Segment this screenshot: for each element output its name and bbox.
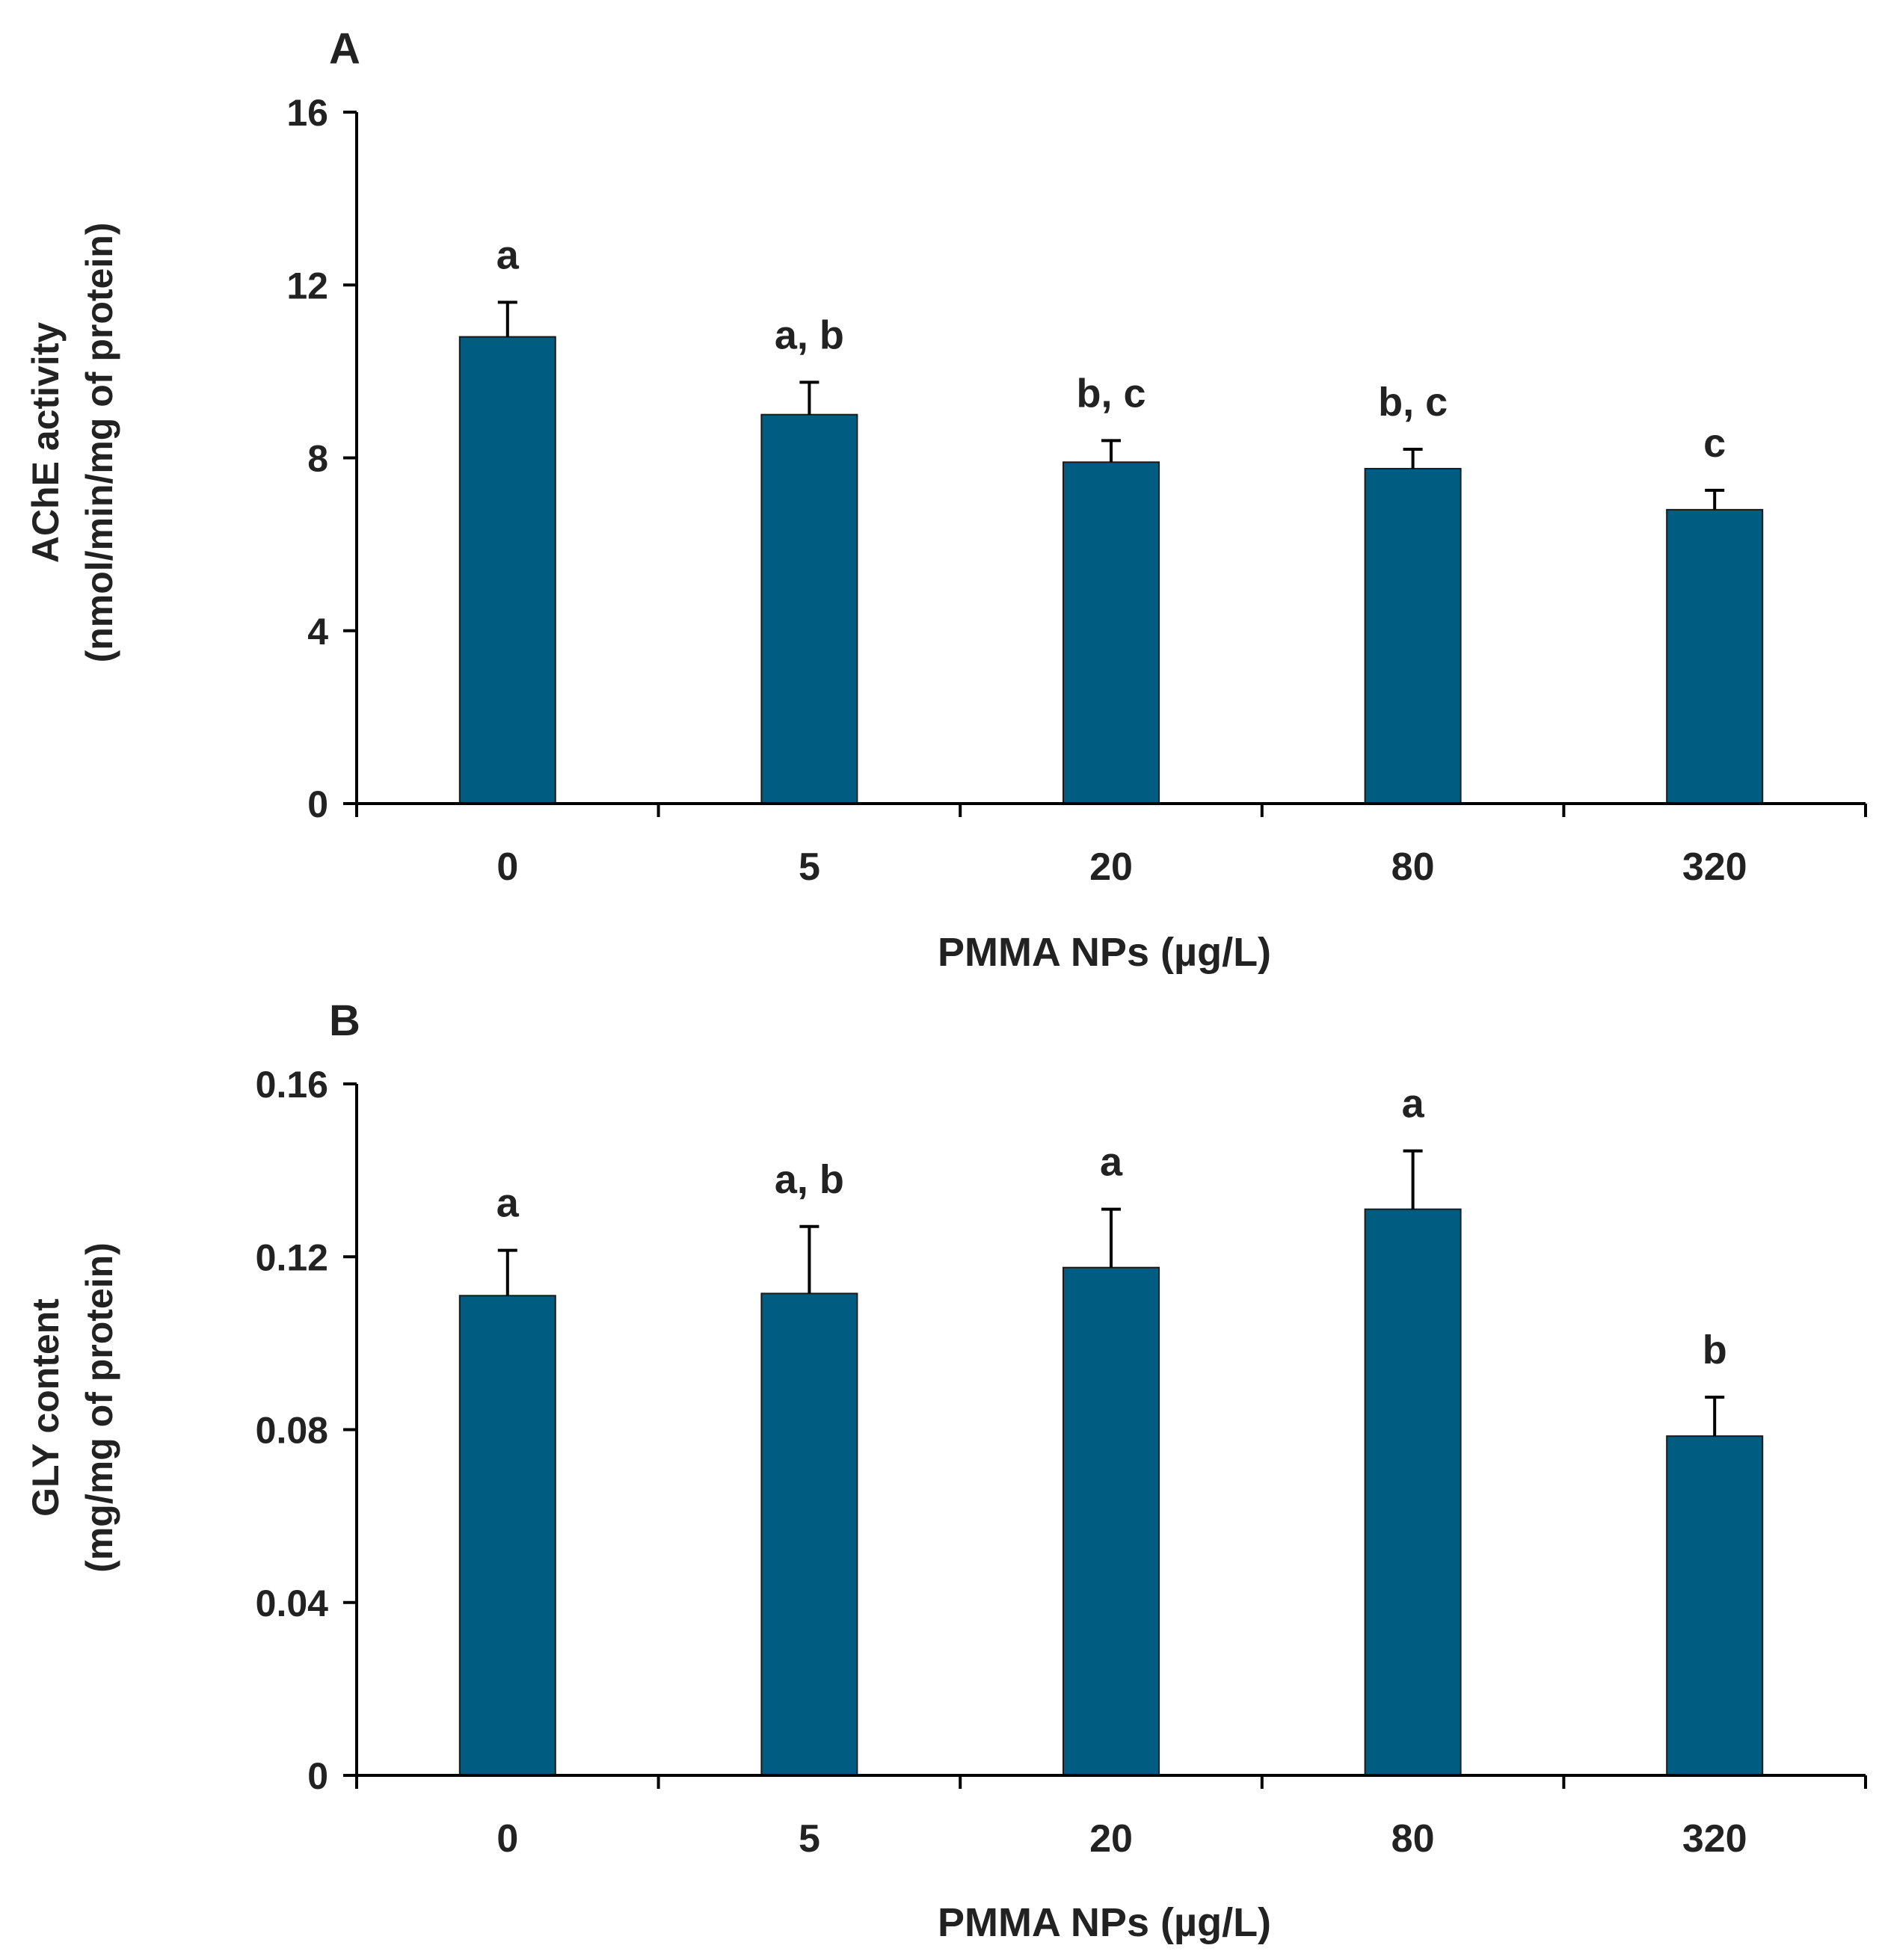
y-tick-label: 4	[307, 611, 328, 653]
x-tick-label: 320	[1682, 845, 1747, 889]
x-axis-title: PMMA NPs (µg/L)	[938, 1900, 1271, 1945]
significance-label: b, c	[1076, 371, 1146, 416]
bar	[1063, 461, 1160, 804]
y-tick-label: 0.04	[256, 1583, 329, 1624]
significance-label: a, b	[775, 312, 844, 357]
y-tick-label: 0.16	[256, 1064, 328, 1106]
error-bar	[1101, 1207, 1121, 1268]
error-bar	[497, 301, 517, 337]
significance-label: a	[496, 1181, 520, 1226]
y-axis-unit: (nmol/min/mg of protein)	[79, 223, 120, 663]
bar	[1063, 1266, 1160, 1776]
x-tick-label: 5	[799, 1817, 820, 1861]
y-tick-label: 8	[307, 438, 328, 480]
y-axis-unit: (mg/mg of protein)	[79, 1242, 120, 1573]
panel-b: B GLY content (mg/mg of protein) PMMA NP…	[25, 996, 1867, 1945]
error-bar	[1403, 447, 1423, 469]
significance-label: b	[1703, 1328, 1727, 1372]
plot-area: a a, b b, c b, c c 0 4 8 12 16 0 5 20 80 320	[286, 92, 1867, 889]
panel-label: B	[329, 996, 360, 1045]
bar	[760, 1292, 858, 1776]
x-tick-label: 320	[1682, 1817, 1747, 1861]
error-bar	[1101, 439, 1121, 463]
bar	[458, 336, 556, 804]
x-tick-label: 0	[496, 845, 518, 889]
bar	[1666, 508, 1764, 804]
error-bar	[497, 1248, 517, 1296]
y-tick-label: 16	[286, 92, 328, 134]
x-tick-label: 0	[496, 1817, 518, 1861]
plot-area: a a, b a a b 0 0.04 0.08 0.12 0.16 0 5 20 80 320	[256, 1064, 1867, 1861]
error-bar	[799, 380, 819, 415]
y-tick-label: 12	[286, 265, 328, 306]
y-axis-title: GLY content	[25, 1298, 67, 1517]
y-tick-label: 0	[307, 1755, 328, 1797]
significance-label: a, b	[775, 1157, 844, 1202]
x-tick-label: 20	[1089, 1817, 1133, 1861]
significance-label: c	[1703, 421, 1726, 466]
error-bar	[1403, 1149, 1423, 1209]
error-bar	[1705, 1396, 1725, 1437]
x-tick-label: 80	[1391, 1817, 1435, 1861]
y-tick-label: 0	[307, 783, 328, 825]
bar	[1666, 1435, 1764, 1776]
x-axis-title: PMMA NPs (µg/L)	[938, 930, 1271, 975]
error-bar	[1705, 488, 1725, 510]
x-tick-label: 80	[1391, 845, 1435, 889]
x-tick-label: 20	[1089, 845, 1133, 889]
significance-label: a	[1402, 1082, 1425, 1127]
y-tick-label: 0.12	[256, 1236, 328, 1278]
panel-a: A AChE activity (nmol/min/mg of protein)…	[25, 25, 1867, 975]
bar	[1364, 1208, 1462, 1776]
y-tick-label: 0.08	[256, 1410, 328, 1452]
significance-label: a	[1100, 1140, 1123, 1185]
bar	[1364, 467, 1462, 804]
significance-label: a	[496, 232, 520, 277]
bar	[458, 1295, 556, 1776]
x-tick-label: 5	[799, 845, 820, 889]
y-axis-title: AChE activity	[25, 322, 67, 564]
significance-label: b, c	[1378, 380, 1448, 425]
bar	[760, 413, 858, 804]
panel-label: A	[329, 25, 360, 73]
error-bar	[799, 1224, 819, 1294]
